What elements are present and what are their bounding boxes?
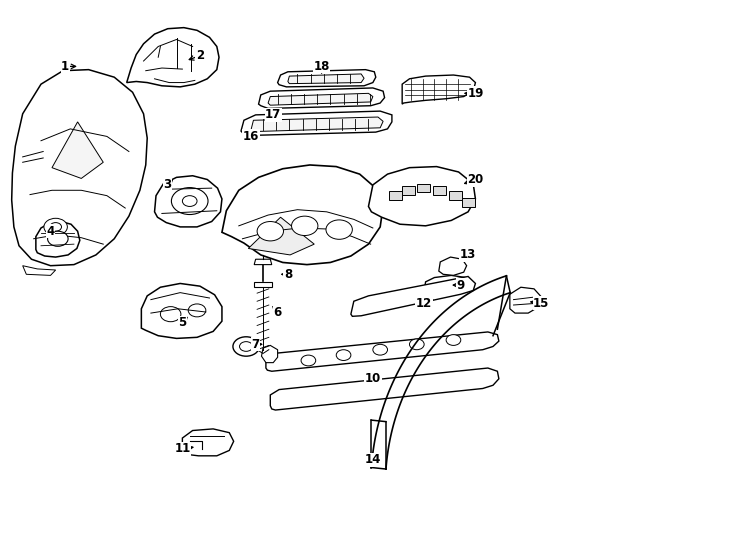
Circle shape (257, 221, 283, 241)
Text: 11: 11 (174, 442, 191, 455)
Polygon shape (417, 184, 430, 192)
Text: 17: 17 (265, 109, 281, 122)
Polygon shape (270, 368, 499, 410)
Text: 4: 4 (46, 225, 54, 238)
Text: 8: 8 (284, 268, 292, 281)
Circle shape (301, 355, 316, 366)
Text: 13: 13 (460, 248, 476, 261)
Polygon shape (127, 28, 219, 87)
Circle shape (326, 220, 352, 239)
Polygon shape (222, 165, 383, 265)
Text: 19: 19 (468, 87, 484, 100)
Circle shape (446, 335, 461, 346)
Polygon shape (389, 191, 402, 200)
Circle shape (239, 342, 252, 352)
Text: 9: 9 (457, 279, 465, 292)
Polygon shape (261, 346, 277, 363)
Polygon shape (462, 198, 476, 207)
Polygon shape (288, 74, 364, 84)
Polygon shape (351, 276, 476, 316)
Polygon shape (449, 191, 462, 200)
Circle shape (233, 337, 259, 356)
Circle shape (188, 304, 206, 317)
Text: 18: 18 (313, 60, 330, 73)
Circle shape (336, 350, 351, 361)
Polygon shape (241, 111, 392, 136)
Circle shape (172, 187, 208, 214)
Polygon shape (277, 70, 376, 87)
Text: 15: 15 (533, 297, 550, 310)
Text: 1: 1 (61, 60, 69, 73)
Polygon shape (52, 122, 103, 178)
Text: 12: 12 (416, 297, 432, 310)
Text: 2: 2 (196, 49, 204, 62)
Text: 3: 3 (164, 178, 172, 191)
Polygon shape (424, 275, 471, 294)
Polygon shape (36, 221, 80, 257)
Polygon shape (254, 259, 272, 265)
Text: 5: 5 (178, 316, 186, 329)
Polygon shape (268, 93, 373, 105)
Circle shape (161, 307, 181, 322)
Text: 16: 16 (243, 130, 259, 143)
Polygon shape (155, 176, 222, 227)
Polygon shape (402, 186, 415, 194)
Polygon shape (510, 287, 542, 313)
Circle shape (373, 345, 388, 355)
Polygon shape (251, 117, 383, 132)
Text: 20: 20 (468, 173, 484, 186)
Polygon shape (368, 166, 476, 226)
Circle shape (50, 222, 62, 231)
Polygon shape (266, 332, 499, 372)
Circle shape (182, 195, 197, 206)
Text: 10: 10 (365, 372, 381, 386)
Polygon shape (142, 284, 222, 339)
Circle shape (291, 216, 318, 235)
Text: 6: 6 (274, 306, 282, 319)
Circle shape (410, 339, 424, 350)
Circle shape (44, 218, 68, 235)
Polygon shape (258, 88, 385, 109)
Polygon shape (402, 75, 476, 104)
Polygon shape (439, 257, 467, 275)
Polygon shape (182, 429, 233, 456)
Text: 7: 7 (252, 338, 260, 351)
Polygon shape (433, 186, 446, 194)
Polygon shape (23, 266, 56, 275)
Polygon shape (254, 282, 272, 287)
Polygon shape (248, 217, 314, 255)
Text: 14: 14 (365, 453, 381, 466)
Circle shape (48, 231, 68, 246)
Polygon shape (12, 70, 148, 266)
